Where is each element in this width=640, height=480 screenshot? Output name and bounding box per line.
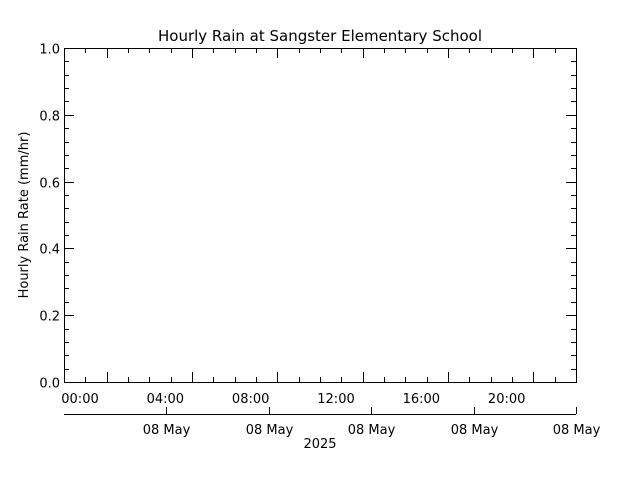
date-tick-label: 08 May <box>348 423 396 438</box>
y-axis-label: Hourly Rain Rate (mm/hr) <box>17 132 32 299</box>
x-tick-label: 04:00 <box>147 392 184 407</box>
chart-title: Hourly Rain at Sangster Elementary Schoo… <box>158 27 482 45</box>
x-tick-label: 16:00 <box>403 392 440 407</box>
y-tick-label: 0.8 <box>39 110 60 125</box>
x-tick-label: 08:00 <box>232 392 269 407</box>
y-tick-label: 0.4 <box>39 243 60 258</box>
year-label: 2025 <box>303 437 336 452</box>
x-tick-label: 20:00 <box>488 392 525 407</box>
date-tick-label: 08 May <box>451 423 499 438</box>
y-tick-label: 0.2 <box>39 310 60 325</box>
plot-frame <box>64 48 577 383</box>
date-tick-label: 08 May <box>143 423 191 438</box>
date-tick-label: 08 May <box>246 423 294 438</box>
y-tick-label: 1.0 <box>39 43 60 58</box>
date-tick-label: 08 May <box>553 423 601 438</box>
date-axis-ticks: 08 May 08 May 08 May 08 May 08 May <box>143 407 601 438</box>
y-axis-ticks: 0.0 0.2 0.4 0.6 0.8 1.0 <box>39 43 576 392</box>
y-tick-label: 0.0 <box>39 377 60 392</box>
x-axis-time-ticks: 00:00 04:00 08:00 12:00 16:00 20:00 <box>61 48 577 407</box>
y-tick-label: 0.6 <box>39 177 60 192</box>
x-tick-label: 12:00 <box>317 392 354 407</box>
x-tick-label: 00:00 <box>61 392 98 407</box>
